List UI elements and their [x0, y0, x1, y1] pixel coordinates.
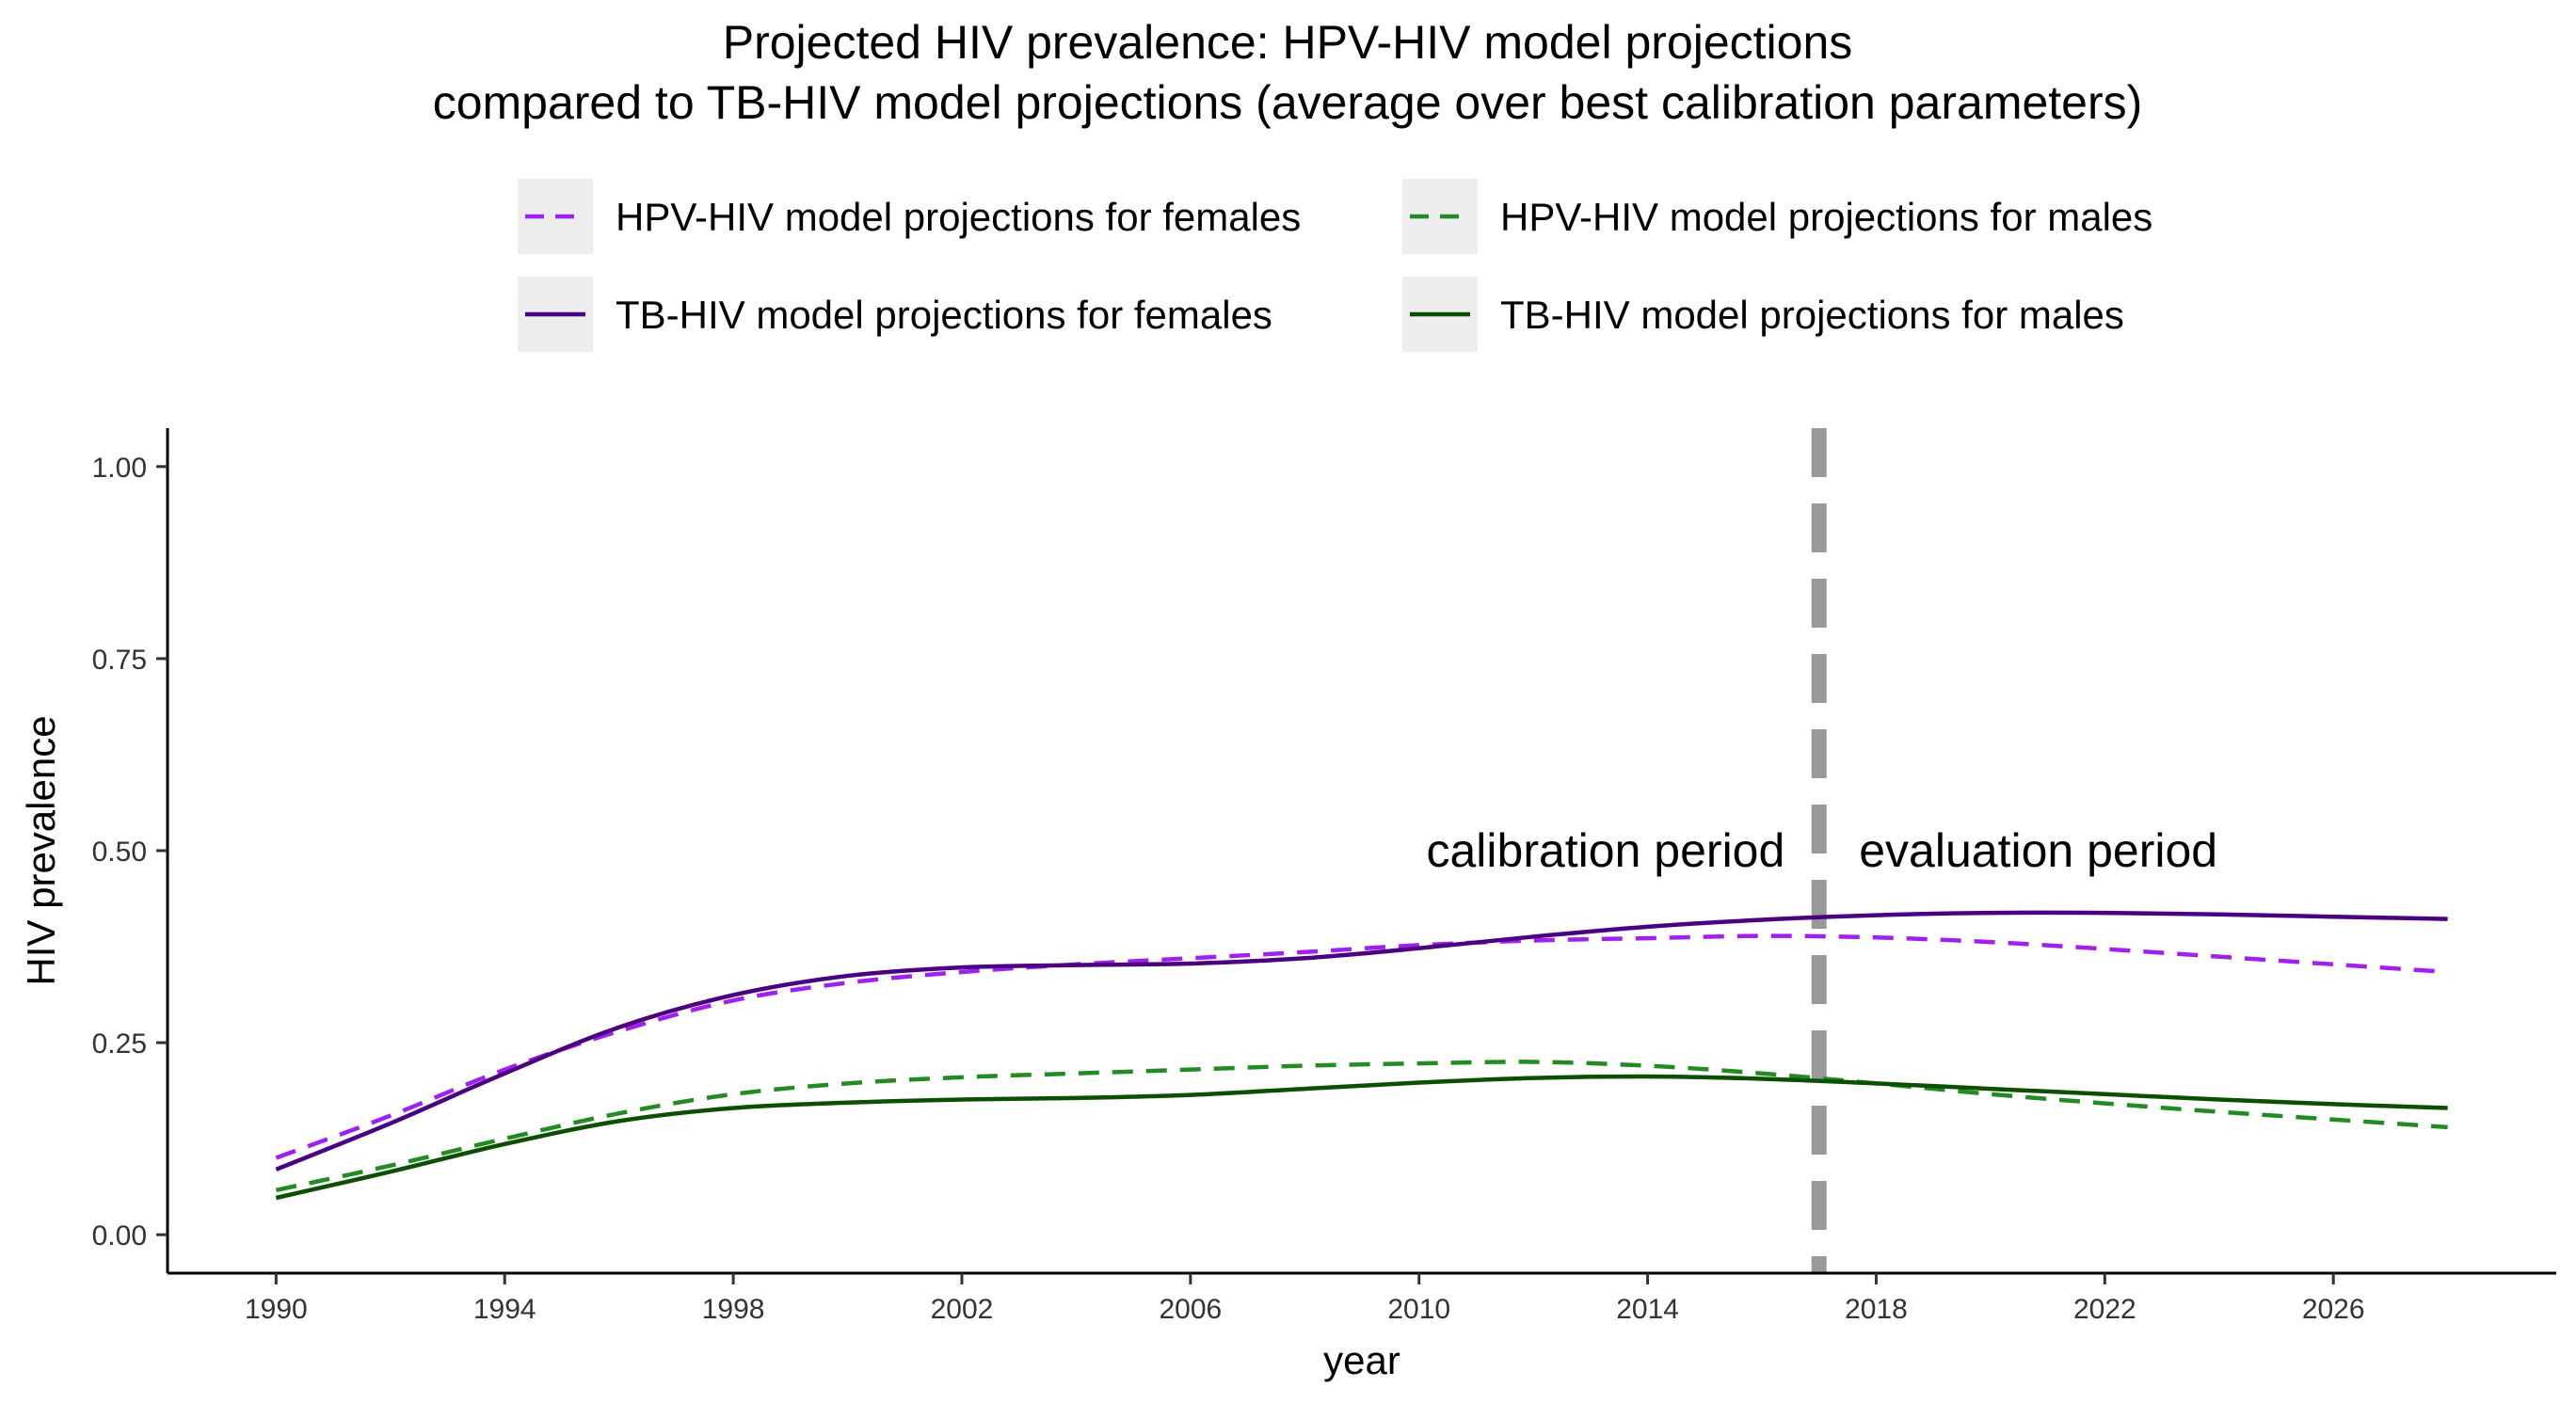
y-tick-label: 0.25 [92, 1028, 147, 1060]
legend: HPV-HIV model projections for females HPV… [518, 179, 2152, 352]
legend-item-1: HPV-HIV model projections for females [518, 179, 1301, 254]
x-tick-label: 2010 [1387, 1294, 1450, 1325]
x-tick-label: 2018 [1845, 1294, 1908, 1325]
series-layer [275, 910, 2448, 1201]
x-tick-label: 2026 [2302, 1294, 2365, 1325]
legend-item-3: TB-HIV model projections for females [518, 277, 1272, 352]
annotation-1: calibration period [1427, 824, 1785, 877]
x-tick-label: 2022 [2073, 1294, 2136, 1325]
chart-title-group: Projected HIV prevalence: HPV-HIV model … [433, 16, 2143, 129]
series-line-1 [275, 933, 2448, 1160]
x-tick-label: 1990 [245, 1294, 308, 1325]
y-tick-label: 0.75 [92, 645, 147, 676]
axes: 1990 1994 1998 2002 2006 2010 2014 2018 2022 2026… [19, 428, 2556, 1382]
y-axis-title: HIV prevalence [19, 715, 63, 985]
x-tick-label: 1998 [702, 1294, 765, 1325]
legend-label: HPV-HIV model projections for males [1500, 195, 2152, 239]
legend-label: TB-HIV model projections for females [616, 293, 1272, 337]
chart-title: Projected HIV prevalence: HPV-HIV model … [723, 16, 1853, 69]
x-tick-label: 1994 [473, 1294, 536, 1325]
legend-label: HPV-HIV model projections for females [616, 195, 1301, 239]
chart-subtitle: compared to TB-HIV model projections (av… [433, 76, 2143, 129]
x-tick-label: 2014 [1616, 1294, 1679, 1325]
y-tick-label: 0.50 [92, 837, 147, 868]
x-tick-label: 2006 [1159, 1294, 1222, 1325]
legend-item-2: HPV-HIV model projections for males [1402, 179, 2152, 254]
x-ticks: 1990 1994 1998 2002 2006 2010 2014 2018 2022 2026 [245, 1273, 2365, 1325]
y-tick-label: 1.00 [92, 453, 147, 484]
x-axis-title: year [1323, 1338, 1400, 1382]
annotation-layer: calibration period evaluation period [1427, 824, 2218, 877]
series-line-4 [275, 1074, 2448, 1201]
legend-label: TB-HIV model projections for males [1500, 293, 2124, 337]
x-tick-label: 2002 [931, 1294, 994, 1325]
annotation-2: evaluation period [1859, 824, 2217, 877]
series-line-3 [275, 910, 2448, 1172]
y-tick-label: 0.00 [92, 1220, 147, 1252]
legend-item-4: TB-HIV model projections for males [1402, 277, 2124, 352]
y-ticks: 0.00 0.25 0.50 0.75 1.00 [92, 453, 168, 1252]
series-line-2 [275, 1060, 2448, 1193]
plot-area: calibration period evaluation period [275, 428, 2448, 1273]
